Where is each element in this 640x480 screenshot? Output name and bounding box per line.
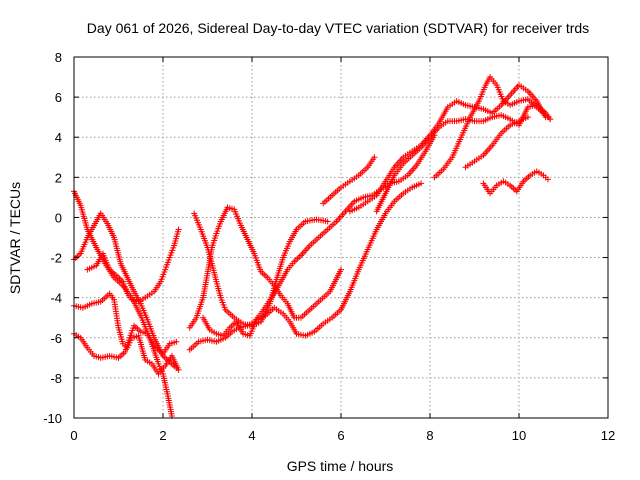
data-point <box>544 176 551 183</box>
x-tick-label: 10 <box>512 428 526 443</box>
y-tick-label: 6 <box>55 90 62 105</box>
data-point <box>173 338 180 345</box>
chart-title: Day 061 of 2026, Sidereal Day-to-day VTE… <box>87 20 589 36</box>
series-trace-14 <box>462 114 531 171</box>
data-series <box>71 74 554 419</box>
data-point-interp <box>157 365 164 372</box>
series-trace-1 <box>71 188 175 419</box>
series-trace-3 <box>71 290 182 377</box>
series-trace-5 <box>84 226 182 305</box>
y-tick-label: -4 <box>50 291 62 306</box>
x-tick-label: 0 <box>70 428 77 443</box>
axis-ticks: 0 2 4 6 8 10 12 -10 -8 -6 -4 -2 0 2 4 6 8 <box>43 50 615 443</box>
data-point <box>547 116 554 123</box>
y-tick-label: 0 <box>55 210 62 225</box>
data-point <box>524 114 531 121</box>
series-trace-10 <box>320 154 378 207</box>
x-tick-label: 12 <box>601 428 615 443</box>
data-point <box>175 226 182 233</box>
y-tick-label: -6 <box>50 331 62 346</box>
x-tick-label: 2 <box>159 428 166 443</box>
x-tick-label: 8 <box>426 428 433 443</box>
y-tick-label: -2 <box>50 251 62 266</box>
y-tick-label: 8 <box>55 50 62 65</box>
data-point <box>155 360 162 367</box>
data-point-interp <box>156 363 163 370</box>
x-axis-label: GPS time / hours <box>287 458 394 474</box>
y-tick-label: 4 <box>55 130 62 145</box>
series-trace-13 <box>431 74 554 181</box>
series-trace-7 <box>186 204 344 331</box>
series-trace-15 <box>480 168 551 197</box>
data-point <box>175 366 182 373</box>
data-point <box>418 180 425 187</box>
data-point <box>371 154 378 161</box>
y-tick-label: 2 <box>55 170 62 185</box>
data-point <box>338 266 344 273</box>
y-tick-label: -8 <box>50 371 62 386</box>
y-axis-label: SDTVAR / TECUs <box>7 182 23 294</box>
series-trace-4 <box>71 322 180 361</box>
x-tick-label: 6 <box>337 428 344 443</box>
x-tick-label: 4 <box>248 428 255 443</box>
y-tick-label: -10 <box>43 411 62 426</box>
series-trace-9 <box>200 180 425 339</box>
data-point <box>324 218 331 225</box>
